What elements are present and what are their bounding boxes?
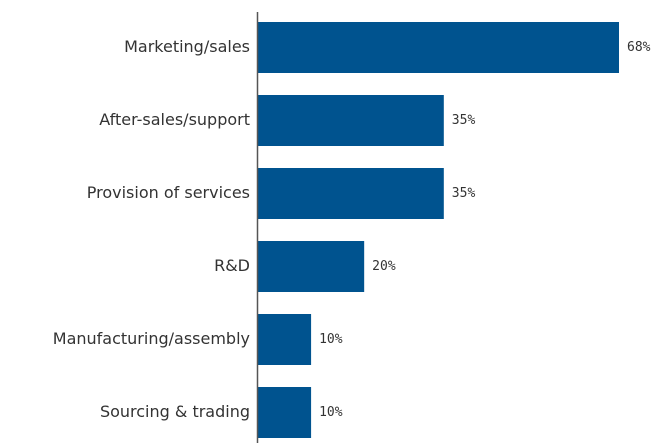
category-label: R&D	[214, 256, 250, 275]
bar	[258, 95, 444, 146]
bars	[258, 22, 619, 438]
bar	[258, 387, 312, 438]
value-label: 10%	[319, 405, 343, 420]
value-label: 10%	[319, 332, 343, 347]
value-label: 35%	[452, 113, 476, 128]
value-label: 68%	[627, 40, 651, 55]
category-label: Marketing/sales	[124, 37, 250, 56]
category-labels: Marketing/sales After-sales/support Provis…	[53, 37, 250, 421]
value-label: 20%	[372, 259, 396, 274]
bar	[258, 168, 444, 219]
category-label: Manufacturing/assembly	[53, 329, 250, 348]
bar	[258, 314, 312, 365]
category-label: Sourcing & trading	[100, 402, 250, 421]
bar	[258, 22, 619, 73]
value-labels: 68% 35% 35% 20% 10% 10%	[319, 40, 651, 420]
category-label: Provision of services	[87, 183, 250, 202]
value-label: 35%	[452, 186, 476, 201]
category-label: After-sales/support	[99, 110, 250, 129]
bar	[258, 241, 365, 292]
